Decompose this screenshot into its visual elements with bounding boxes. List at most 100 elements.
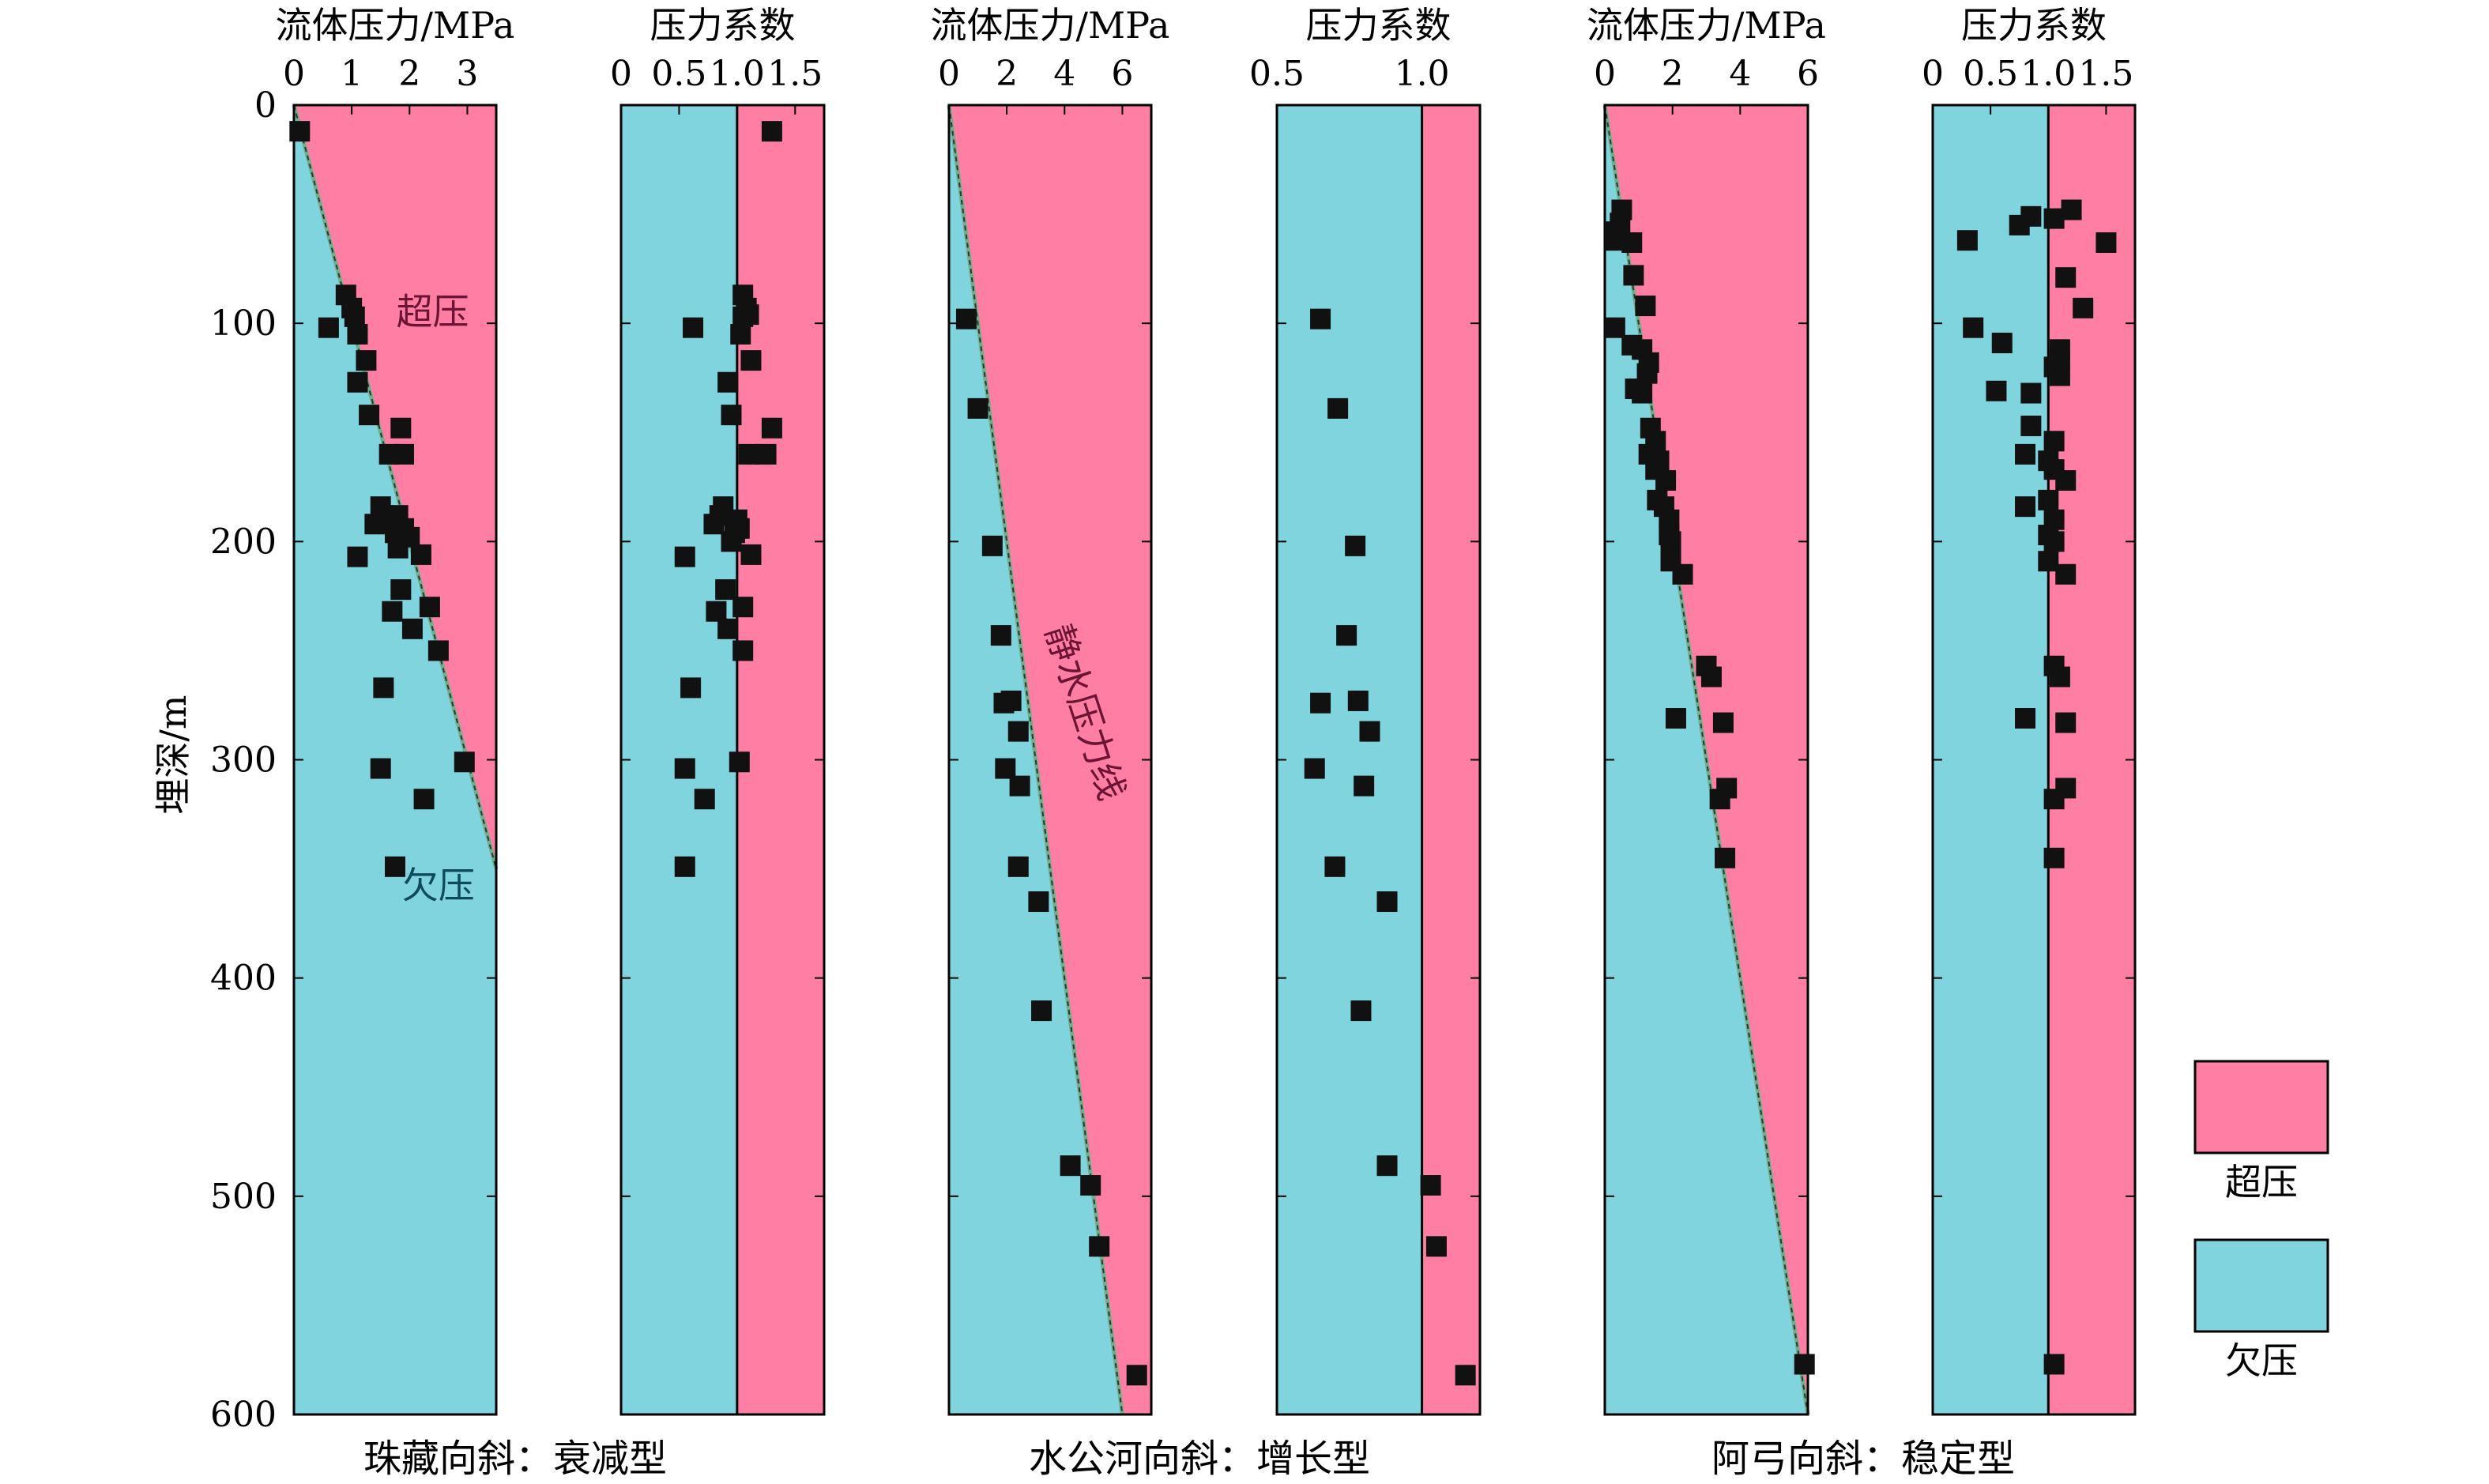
data-point — [1425, 1236, 1447, 1257]
data-point — [387, 537, 409, 559]
x-tick-label: 3 — [456, 54, 478, 94]
data-point — [717, 371, 739, 393]
data-point — [2043, 1354, 2065, 1375]
y-tick-label: 400 — [210, 959, 277, 999]
data-point — [1455, 1365, 1476, 1386]
y-tick-label: 500 — [210, 1177, 277, 1217]
x-tick-label: 1.5 — [767, 54, 823, 94]
data-point — [2073, 297, 2094, 318]
data-point — [1660, 531, 1681, 552]
data-point — [1672, 563, 1693, 585]
data-point — [1709, 789, 1730, 810]
data-point — [347, 546, 368, 567]
panel-5: 0 2 4 6 流体压力/MPa — [1587, 4, 1826, 1416]
data-point — [2015, 708, 2036, 729]
data-point — [1712, 712, 1734, 733]
hydrostatic-line-dash — [1604, 104, 1809, 1415]
data-point — [2043, 431, 2065, 452]
data-point — [680, 677, 702, 699]
data-point — [1794, 1354, 1815, 1375]
panel-title: 流体压力/MPa — [931, 4, 1170, 47]
data-point — [2049, 666, 2070, 687]
data-point — [721, 405, 742, 426]
data-point — [347, 371, 368, 393]
underpressure-region — [1277, 105, 1422, 1414]
data-point — [359, 405, 380, 426]
x-tick-label: 6 — [1797, 54, 1819, 94]
group-captions: 珠藏向斜：衰减型 水公河向斜：增长型 阿弓向斜：稳定型 — [363, 1437, 2015, 1481]
data-point — [1354, 775, 1375, 797]
x-tick-label: 1.5 — [2078, 54, 2133, 94]
data-point — [1347, 690, 1369, 711]
data-point — [1376, 1155, 1398, 1177]
data-point — [1991, 333, 2013, 354]
data-point — [1635, 296, 1656, 317]
panel-4: 0.5 1.0 压力系数 — [1249, 4, 1482, 1416]
data-point — [1956, 230, 1978, 251]
overpressure-region — [1421, 105, 1480, 1414]
data-point — [2043, 789, 2065, 810]
panel-title: 压力系数 — [650, 4, 796, 47]
data-point — [1665, 708, 1686, 729]
y-axis-label: 埋深/m — [152, 695, 194, 814]
data-point — [981, 535, 1003, 556]
panel-6: 0 0.5 1.0 1.5 压力系数 — [1922, 4, 2137, 1416]
data-point — [344, 306, 365, 327]
x-tick-label: 2 — [1662, 54, 1684, 94]
data-point — [413, 789, 435, 810]
group-caption-agong: 阿弓向斜：稳定型 — [1711, 1437, 2015, 1481]
data-point — [385, 856, 405, 877]
data-point — [738, 304, 759, 326]
hydrostatic-line-dash — [293, 104, 497, 869]
data-point — [674, 758, 695, 779]
panel-title: 流体压力/MPa — [1587, 4, 1826, 47]
data-point — [2043, 208, 2065, 229]
x-tick-label: 1.0 — [710, 54, 765, 94]
data-point — [1060, 1155, 1081, 1177]
data-point — [683, 317, 704, 338]
data-point — [755, 443, 777, 465]
y-tick-label: 100 — [210, 303, 277, 344]
data-point — [419, 597, 440, 618]
legend-swatch-underpressure — [2193, 1238, 2329, 1333]
data-point — [390, 417, 412, 439]
data-point — [1420, 1175, 1441, 1196]
data-point — [1604, 317, 1625, 338]
data-point — [1310, 308, 1331, 330]
data-point — [1345, 535, 1366, 556]
x-tick-label: 0.5 — [1963, 54, 2018, 94]
data-point — [1336, 625, 1357, 646]
underpressure-region — [294, 105, 496, 1414]
x-tick-label: 0 — [610, 54, 632, 94]
data-point — [740, 350, 762, 371]
data-point — [967, 397, 988, 419]
data-point — [373, 677, 394, 699]
data-point — [2020, 415, 2042, 436]
data-point — [715, 579, 736, 601]
y-tick-label: 200 — [210, 522, 277, 562]
data-point — [1623, 265, 1644, 286]
x-tick-label: 1.0 — [1395, 54, 1450, 94]
data-point — [370, 758, 391, 779]
data-point — [674, 856, 695, 877]
data-point — [2049, 365, 2070, 386]
x-tick-label: 0.5 — [1249, 54, 1305, 94]
data-point — [1126, 1365, 1147, 1386]
data-point — [390, 579, 412, 601]
data-point — [2009, 214, 2030, 235]
data-point — [761, 417, 782, 439]
region-label: 欠压 — [402, 864, 475, 907]
legend-swatch-overpressure — [2193, 1060, 2329, 1154]
data-point — [1031, 1000, 1052, 1022]
x-tick-label: 0 — [1594, 54, 1616, 94]
data-point — [1359, 721, 1380, 742]
data-point — [2055, 267, 2077, 288]
data-point — [401, 618, 423, 639]
x-tick-label: 0 — [283, 54, 305, 94]
legend-label-underpressure: 欠压 — [2225, 1339, 2298, 1382]
data-point — [1327, 397, 1349, 419]
data-point — [1310, 692, 1331, 714]
data-point — [2020, 382, 2042, 404]
data-point — [1376, 891, 1398, 913]
